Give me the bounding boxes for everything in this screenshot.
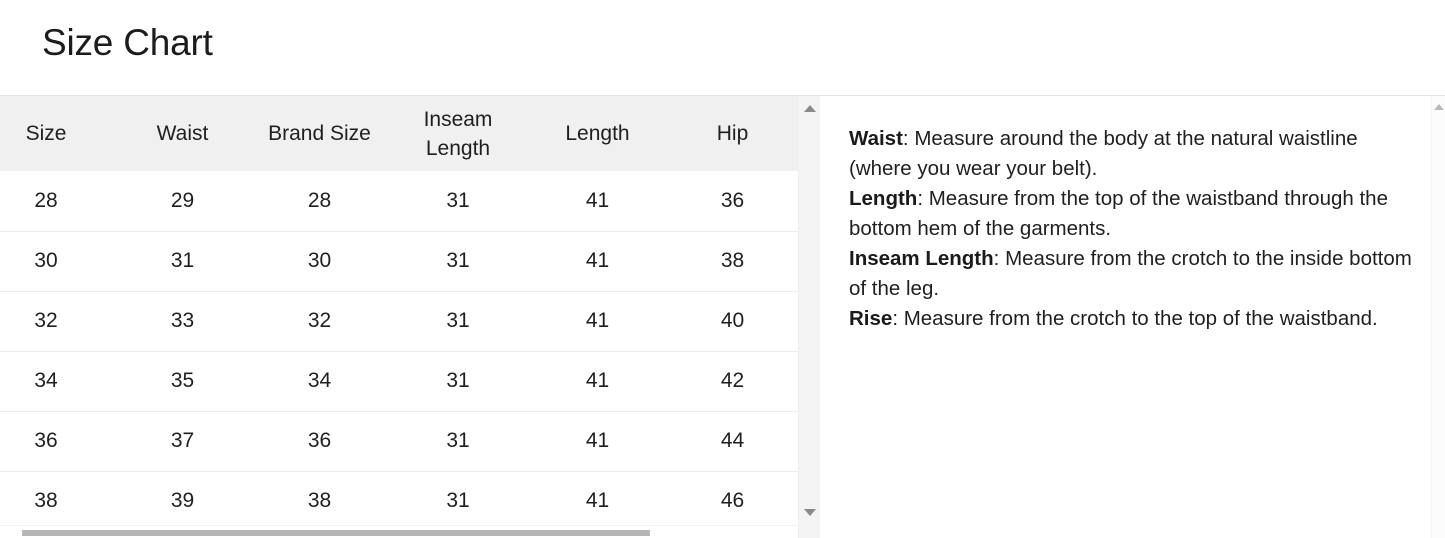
- cell-brand-size: 38: [251, 471, 388, 532]
- description-body: : Measure around the body at the natural…: [849, 127, 1358, 180]
- page-title: Size Chart: [42, 22, 213, 63]
- table-row: 30 31 30 31 41 38: [0, 231, 798, 292]
- cell-hip: 44: [667, 411, 798, 472]
- table-row: 34 35 34 31 41 42: [0, 351, 798, 412]
- table-vertical-scrollbar[interactable]: [798, 96, 820, 538]
- cell-brand-size: 34: [251, 351, 388, 412]
- table-row: 32 33 32 31 41 40: [0, 291, 798, 352]
- size-table-header: Size Waist Brand Size Inseam Length Leng…: [0, 96, 798, 171]
- table-header-row: Size Waist Brand Size Inseam Length Leng…: [0, 96, 798, 171]
- cell-waist: 33: [114, 291, 251, 352]
- cell-inseam-length: 31: [388, 471, 528, 532]
- cell-brand-size: 28: [251, 171, 388, 232]
- cell-inseam-length: 31: [388, 411, 528, 472]
- cell-size: 32: [0, 291, 114, 352]
- measurement-description-panel: Waist: Measure around the body at the na…: [821, 96, 1445, 538]
- cell-length: 41: [528, 471, 667, 532]
- size-table: Size Waist Brand Size Inseam Length Leng…: [0, 96, 798, 532]
- cell-waist: 31: [114, 231, 251, 292]
- cell-hip: 40: [667, 291, 798, 352]
- cell-size: 34: [0, 351, 114, 412]
- column-header-size: Size: [25, 122, 67, 145]
- cell-length: 41: [528, 411, 667, 472]
- measurement-description-list: Waist: Measure around the body at the na…: [849, 124, 1415, 334]
- column-header-length: Length: [565, 122, 630, 145]
- cell-brand-size: 36: [251, 411, 388, 472]
- cell-size: 36: [0, 411, 114, 472]
- table-horizontal-scrollbar[interactable]: [0, 525, 798, 538]
- description-term: Waist: [849, 127, 903, 150]
- cell-waist: 39: [114, 471, 251, 532]
- cell-waist: 37: [114, 411, 251, 472]
- cell-hip: 46: [667, 471, 798, 532]
- description-item-rise: Rise: Measure from the crotch to the top…: [849, 304, 1415, 334]
- scroll-down-arrow-icon[interactable]: [803, 509, 816, 516]
- cell-hip: 38: [667, 231, 798, 292]
- cell-brand-size: 30: [251, 231, 388, 292]
- page-scroll-up-arrow-icon[interactable]: [1433, 104, 1444, 110]
- column-header-inseam-length: Inseam Length: [423, 107, 493, 160]
- description-body: : Measure from the crotch to the top of …: [892, 307, 1378, 330]
- cell-brand-size: 32: [251, 291, 388, 352]
- cell-hip: 36: [667, 171, 798, 232]
- cell-length: 41: [528, 231, 667, 292]
- cell-inseam-length: 31: [388, 171, 528, 232]
- description-body: : Measure from the crotch to the inside …: [849, 247, 1412, 300]
- column-header-hip: Hip: [716, 122, 749, 145]
- cell-size: 30: [0, 231, 114, 292]
- cell-inseam-length: 31: [388, 231, 528, 292]
- column-header-waist: Waist: [156, 122, 209, 145]
- horizontal-scroll-thumb[interactable]: [22, 530, 650, 536]
- cell-waist: 29: [114, 171, 251, 232]
- table-row: 38 39 38 31 41 46: [0, 471, 798, 532]
- size-table-scroll-area[interactable]: Size Waist Brand Size Inseam Length Leng…: [0, 96, 798, 538]
- description-term: Length: [849, 187, 918, 210]
- table-row: 28 29 28 31 41 36: [0, 171, 798, 232]
- cell-inseam-length: 31: [388, 291, 528, 352]
- size-table-body: 28 29 28 31 41 36 30 31 30 31 41 38 32: [0, 171, 798, 532]
- top-divider: [0, 95, 1445, 96]
- description-term: Rise: [849, 307, 893, 330]
- description-item-length: Length: Measure from the top of the wais…: [849, 184, 1415, 244]
- scroll-up-arrow-icon[interactable]: [803, 105, 816, 112]
- cell-size: 38: [0, 471, 114, 532]
- description-item-waist: Waist: Measure around the body at the na…: [849, 124, 1415, 184]
- description-body: : Measure from the top of the waistband …: [849, 187, 1388, 240]
- page-vertical-scrollbar[interactable]: [1431, 96, 1445, 538]
- cell-length: 41: [528, 171, 667, 232]
- description-term: Inseam Length: [849, 247, 994, 270]
- cell-waist: 35: [114, 351, 251, 412]
- description-item-inseam-length: Inseam Length: Measure from the crotch t…: [849, 244, 1415, 304]
- cell-inseam-length: 31: [388, 351, 528, 412]
- cell-size: 28: [0, 171, 114, 232]
- table-row: 36 37 36 31 41 44: [0, 411, 798, 472]
- column-header-brand-size: Brand Size: [268, 122, 371, 145]
- cell-hip: 42: [667, 351, 798, 412]
- cell-length: 41: [528, 291, 667, 352]
- cell-length: 41: [528, 351, 667, 412]
- size-table-panel: Size Waist Brand Size Inseam Length Leng…: [0, 96, 820, 538]
